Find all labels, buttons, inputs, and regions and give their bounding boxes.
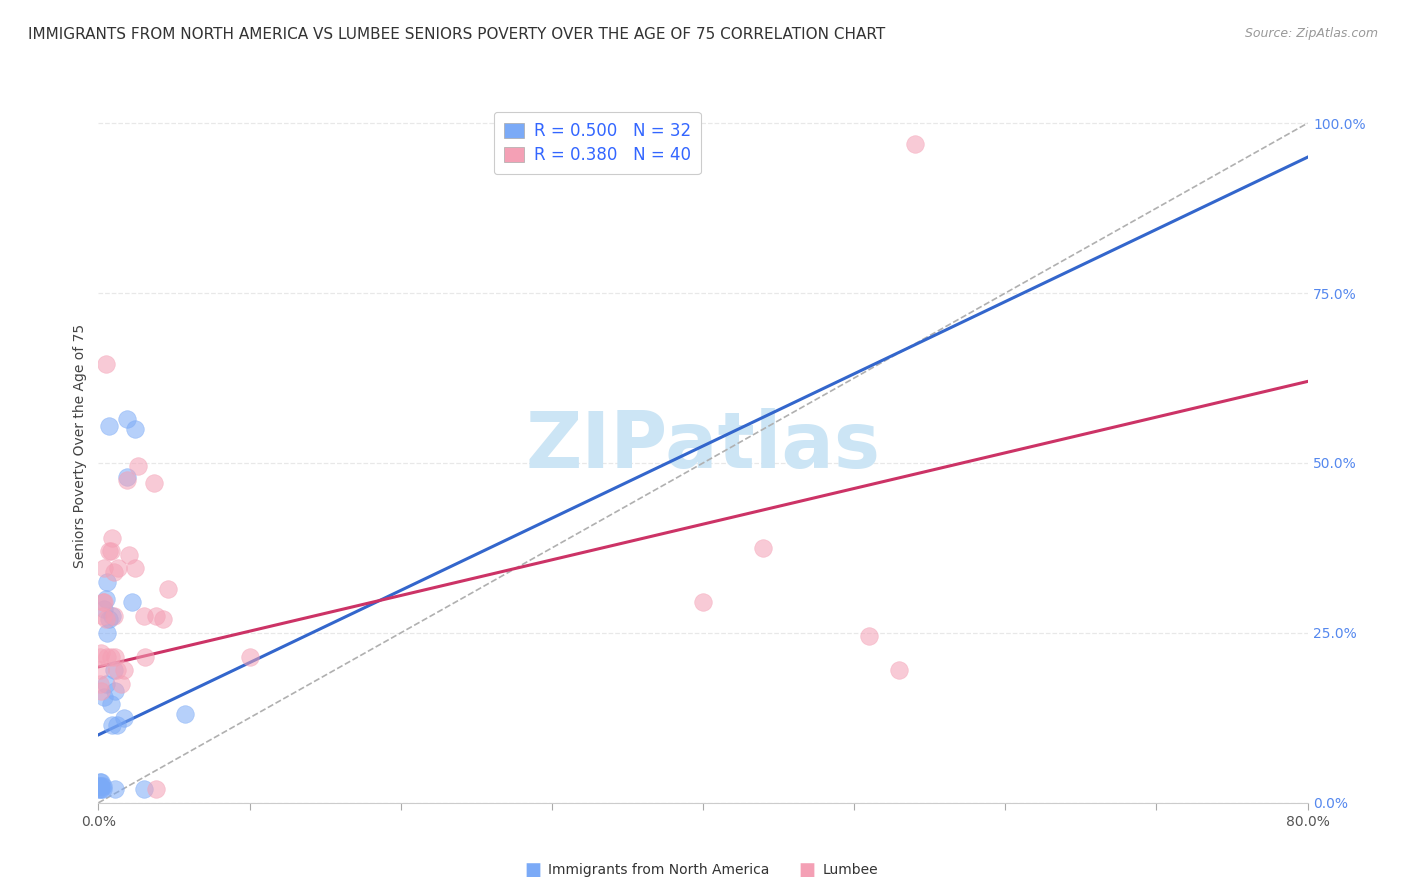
Y-axis label: Seniors Poverty Over the Age of 75: Seniors Poverty Over the Age of 75 bbox=[73, 324, 87, 568]
Point bbox=[89, 677, 111, 691]
Text: ZIPatlas: ZIPatlas bbox=[526, 408, 880, 484]
Point bbox=[90, 782, 112, 797]
Point bbox=[89, 775, 111, 789]
Point bbox=[89, 782, 111, 797]
Point bbox=[239, 649, 262, 664]
Point bbox=[90, 646, 112, 660]
Point bbox=[94, 612, 117, 626]
Point bbox=[121, 595, 143, 609]
Point bbox=[93, 690, 115, 705]
Point bbox=[101, 531, 124, 545]
Point bbox=[101, 608, 124, 623]
Point bbox=[889, 663, 911, 677]
Point bbox=[94, 591, 117, 606]
Point bbox=[115, 412, 138, 426]
Point bbox=[96, 626, 118, 640]
Point bbox=[858, 629, 880, 643]
Point bbox=[124, 422, 146, 436]
Point bbox=[112, 711, 135, 725]
Text: ■: ■ bbox=[524, 861, 541, 879]
Point bbox=[132, 782, 155, 797]
Point bbox=[143, 476, 166, 491]
Point bbox=[98, 544, 121, 558]
Text: Immigrants from North America: Immigrants from North America bbox=[548, 863, 769, 877]
Point bbox=[132, 608, 155, 623]
Point bbox=[105, 663, 128, 677]
Point bbox=[112, 663, 135, 677]
Text: Source: ZipAtlas.com: Source: ZipAtlas.com bbox=[1244, 27, 1378, 40]
Point bbox=[94, 677, 117, 691]
Point bbox=[91, 779, 114, 793]
Point bbox=[110, 677, 132, 691]
Point bbox=[104, 683, 127, 698]
Point bbox=[93, 595, 115, 609]
Point bbox=[100, 698, 122, 712]
Point bbox=[752, 541, 775, 555]
Point bbox=[91, 595, 114, 609]
Point bbox=[96, 574, 118, 589]
Point bbox=[105, 717, 128, 731]
Point bbox=[94, 358, 117, 372]
Point bbox=[93, 561, 115, 575]
Point bbox=[96, 649, 118, 664]
Text: Lumbee: Lumbee bbox=[823, 863, 879, 877]
Point bbox=[89, 663, 111, 677]
Point bbox=[103, 663, 125, 677]
Point bbox=[87, 779, 110, 793]
Point bbox=[127, 459, 149, 474]
Point bbox=[103, 608, 125, 623]
Point bbox=[115, 473, 138, 487]
Point bbox=[173, 707, 195, 722]
Point bbox=[134, 649, 156, 664]
Point bbox=[115, 469, 138, 483]
Legend: R = 0.500   N = 32, R = 0.380   N = 40: R = 0.500 N = 32, R = 0.380 N = 40 bbox=[494, 112, 700, 175]
Point bbox=[156, 582, 179, 596]
Point bbox=[100, 649, 122, 664]
Point bbox=[145, 782, 167, 797]
Point bbox=[90, 779, 112, 793]
Point bbox=[904, 136, 927, 151]
Point bbox=[152, 612, 174, 626]
Point bbox=[100, 544, 122, 558]
Point bbox=[101, 717, 124, 731]
Point bbox=[104, 649, 127, 664]
Point bbox=[90, 683, 112, 698]
Point bbox=[124, 561, 146, 575]
Point bbox=[98, 612, 121, 626]
Point bbox=[90, 775, 112, 789]
Text: IMMIGRANTS FROM NORTH AMERICA VS LUMBEE SENIORS POVERTY OVER THE AGE OF 75 CORRE: IMMIGRANTS FROM NORTH AMERICA VS LUMBEE … bbox=[28, 27, 886, 42]
Point bbox=[91, 782, 114, 797]
Point bbox=[87, 782, 110, 797]
Point bbox=[104, 782, 127, 797]
Point bbox=[692, 595, 714, 609]
Point bbox=[91, 608, 114, 623]
Point bbox=[107, 561, 129, 575]
Point bbox=[89, 649, 111, 664]
Point bbox=[89, 779, 111, 793]
Point bbox=[103, 565, 125, 579]
Point bbox=[145, 608, 167, 623]
Text: ■: ■ bbox=[799, 861, 815, 879]
Point bbox=[98, 418, 121, 433]
Point bbox=[118, 548, 141, 562]
Point bbox=[93, 602, 115, 616]
